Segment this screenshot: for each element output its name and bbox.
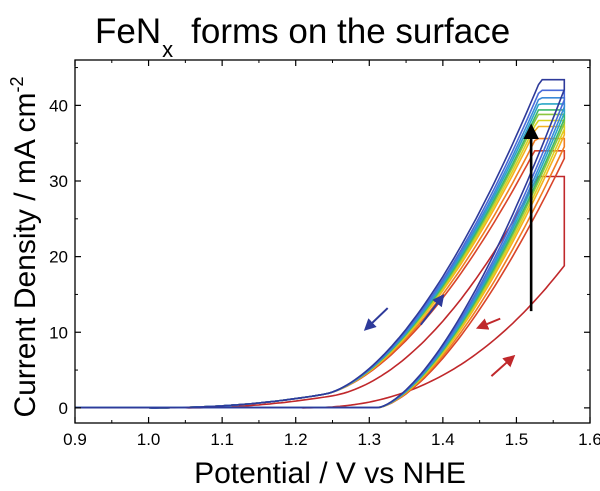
series-9 [75,89,566,409]
blue-sweep-arrow [363,307,389,331]
x-axis-label: Potential / V vs NHE [194,457,466,490]
axes: 0.9 1.0 1.1 1.2 1.3 1.4 1.5 1.6 0 10 20 30 40 [49,59,600,449]
chart-title-main: FeN [95,12,162,51]
x-tick-label: 1.3 [357,430,381,449]
y-tick-label: 30 [49,172,68,191]
y-tick-label: 40 [49,96,68,115]
x-tick-label: 1.2 [284,430,308,449]
chart-title: FeNx forms on the surface [95,12,511,62]
x-tick-label: 1.6 [578,430,600,449]
y-axis-label-sup: -2 [7,76,27,92]
y-tick-label: 0 [59,399,68,418]
series-8 [75,97,566,409]
chart-title-rest: forms on the surface [191,12,511,51]
x-tick-label: 1.4 [431,430,455,449]
x-tick-label: 1.0 [137,430,161,449]
red-sweep-arrow [490,354,516,377]
svg-text:Current Density / mA cm-2: Current Density / mA cm-2 [7,76,42,417]
chart-title-subscript: x [162,37,174,62]
series-9-line [75,89,566,409]
y-axis-label: Current Density / mA cm-2 [7,76,42,417]
y-tick-label: 20 [49,248,68,267]
series-10-line [75,78,566,409]
series-10 [75,78,566,409]
plot-area [75,78,566,409]
series-8-line [75,97,566,409]
x-tick-label: 1.1 [210,430,234,449]
y-axis-label-main: Current Density / mA cm [9,92,42,417]
x-tick-label: 0.9 [63,430,87,449]
red-sweep-arrow [475,317,501,330]
x-tick-label: 1.5 [505,430,529,449]
blue-sweep-arrow [419,294,445,326]
y-tick-label: 10 [49,323,68,342]
